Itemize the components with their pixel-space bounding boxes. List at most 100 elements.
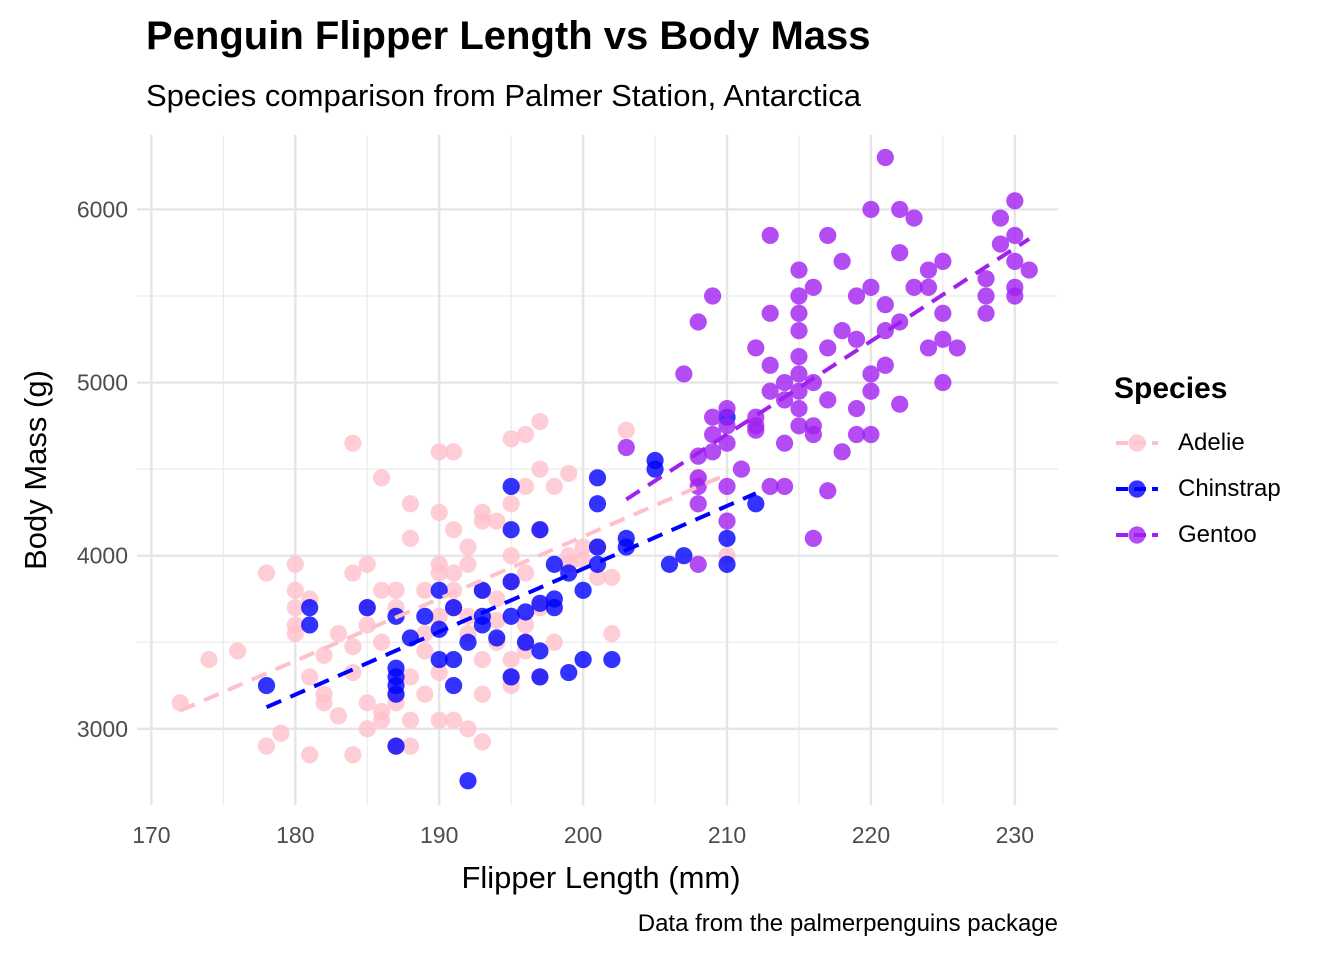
x-tick-label: 170 (132, 822, 170, 848)
data-point (416, 685, 434, 703)
data-point (444, 564, 463, 582)
data-point (761, 226, 779, 245)
data-point (905, 209, 923, 227)
data-point (588, 495, 607, 513)
data-point (718, 399, 736, 418)
data-point (833, 322, 851, 340)
data-point (473, 512, 491, 530)
data-point (718, 529, 736, 547)
data-point (560, 464, 578, 483)
data-point (919, 261, 938, 279)
data-point (401, 495, 420, 513)
data-point (358, 616, 376, 634)
x-tick-label: 220 (852, 822, 890, 848)
data-point (344, 746, 362, 764)
data-point (430, 503, 448, 522)
data-point (876, 148, 894, 167)
chart-caption: Data from the palmerpenguins package (637, 910, 1058, 937)
data-point (775, 477, 794, 496)
data-point (344, 637, 362, 656)
data-point (545, 555, 563, 573)
data-point (516, 616, 535, 634)
data-point (401, 737, 420, 755)
data-point (387, 737, 405, 755)
data-point (430, 443, 448, 461)
data-point (819, 391, 837, 409)
data-point (257, 737, 276, 755)
data-point (718, 555, 736, 573)
data-point (444, 443, 463, 461)
data-point (358, 720, 376, 738)
data-point (430, 663, 448, 682)
data-point (862, 425, 880, 444)
data-point (790, 322, 808, 340)
data-point (516, 425, 535, 444)
data-point (516, 603, 535, 621)
data-point (373, 711, 391, 729)
data-point (617, 438, 635, 457)
data-point (272, 724, 290, 742)
x-tick-label: 230 (996, 822, 1034, 848)
legend-key-gentoo (1114, 520, 1160, 550)
data-point (531, 521, 549, 539)
data-point (603, 568, 621, 586)
data-point (660, 555, 679, 573)
legend-item-adelie: Adelie (1114, 420, 1281, 466)
data-point (790, 365, 808, 383)
data-point (948, 339, 966, 357)
data-point (1006, 226, 1024, 245)
data-point (891, 395, 909, 413)
data-point (991, 235, 1010, 253)
data-point (473, 650, 491, 669)
data-point (790, 261, 808, 279)
data-point (444, 650, 463, 669)
data-point (934, 330, 952, 348)
x-tick-label: 190 (420, 822, 458, 848)
data-point (804, 529, 822, 547)
data-point (301, 668, 319, 686)
data-point (502, 573, 520, 591)
data-point (286, 599, 304, 617)
data-point (344, 564, 362, 582)
data-point (516, 633, 535, 651)
data-point (516, 477, 535, 496)
data-point (473, 733, 491, 751)
data-point (257, 676, 276, 695)
data-point (919, 339, 938, 357)
data-point (876, 356, 894, 374)
data-point (847, 287, 866, 305)
x-tick-label: 180 (276, 822, 314, 848)
legend-label: Chinstrap (1178, 475, 1281, 502)
y-axis-title: Body Mass (g) (18, 370, 53, 570)
data-point (401, 668, 420, 686)
data-point (804, 278, 822, 296)
data-point (200, 650, 218, 669)
data-points (171, 148, 1038, 790)
data-point (804, 373, 822, 392)
data-point (545, 633, 563, 651)
data-point (531, 460, 549, 478)
data-point (862, 365, 880, 383)
data-point (459, 555, 477, 573)
data-point (574, 551, 592, 569)
data-point (761, 382, 779, 400)
data-point (617, 421, 635, 439)
data-point (689, 313, 707, 331)
data-point (790, 399, 808, 418)
data-point (718, 417, 736, 435)
data-point (847, 425, 866, 444)
data-point (358, 694, 376, 712)
data-point (675, 547, 693, 565)
data-point (617, 538, 635, 556)
data-point (1006, 278, 1024, 296)
data-point (459, 633, 477, 651)
legend-label: Gentoo (1178, 521, 1257, 548)
tick-labels: 170 180 190 200 210 220 230 3000 4000 5000 6000 (77, 196, 1034, 848)
data-point (934, 373, 952, 392)
data-point (704, 408, 722, 426)
y-tick-label: 6000 (77, 196, 128, 222)
data-point (790, 417, 808, 435)
data-point (473, 616, 491, 634)
data-point (574, 538, 592, 556)
data-point (747, 495, 765, 513)
